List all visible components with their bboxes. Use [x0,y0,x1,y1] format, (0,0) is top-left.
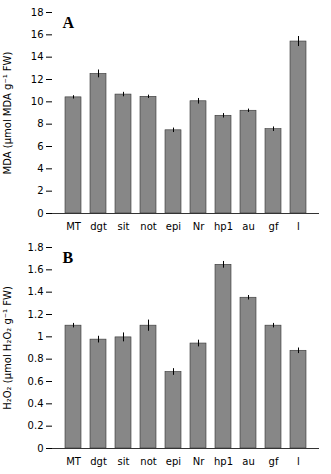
svg-text:16: 16 [31,29,44,40]
svg-text:l: l [297,456,300,467]
svg-text:0.6: 0.6 [28,376,44,387]
svg-text:12: 12 [31,74,44,85]
svg-text:2: 2 [37,185,43,196]
svg-text:l: l [297,221,300,232]
svg-text:au: au [242,456,254,467]
svg-text:1.6: 1.6 [28,264,44,275]
svg-text:1.4: 1.4 [28,286,44,297]
svg-text:18: 18 [31,7,44,18]
svg-text:au: au [242,221,254,232]
svg-text:MDA (μmol MDA g⁻¹ FW): MDA (μmol MDA g⁻¹ FW) [2,52,13,175]
svg-text:0.8: 0.8 [28,353,44,364]
svg-text:8: 8 [37,118,43,129]
svg-text:gf: gf [269,221,279,232]
svg-text:not: not [140,456,156,467]
svg-text:1.2: 1.2 [28,309,44,320]
svg-text:sit: sit [118,456,130,467]
svg-text:epi: epi [166,221,181,232]
svg-text:dgt: dgt [90,221,107,232]
svg-text:10: 10 [31,96,44,107]
svg-text:gf: gf [269,456,279,467]
svg-text:0: 0 [37,443,43,454]
svg-text:not: not [140,221,156,232]
svg-text:Nr: Nr [193,456,205,467]
svg-text:MT: MT [66,221,82,232]
svg-text:sit: sit [118,221,130,232]
svg-text:1.8: 1.8 [28,242,44,253]
svg-text:14: 14 [31,51,44,62]
svg-text:1: 1 [37,331,43,342]
svg-text:A: A [63,14,75,31]
svg-text:hp1: hp1 [214,221,233,232]
svg-text:0: 0 [37,208,43,219]
svg-text:6: 6 [37,141,43,152]
svg-text:epi: epi [166,456,181,467]
svg-text:B: B [63,249,74,266]
svg-text:MT: MT [66,456,82,467]
svg-text:dgt: dgt [90,456,107,467]
svg-text:H₂O₂ (μmol H₂O₂ g⁻¹ FW): H₂O₂ (μmol H₂O₂ g⁻¹ FW) [2,286,13,410]
svg-text:hp1: hp1 [214,456,233,467]
svg-text:0.2: 0.2 [28,420,44,431]
svg-text:0.4: 0.4 [28,398,44,409]
svg-text:4: 4 [37,163,43,174]
svg-text:Nr: Nr [193,221,205,232]
